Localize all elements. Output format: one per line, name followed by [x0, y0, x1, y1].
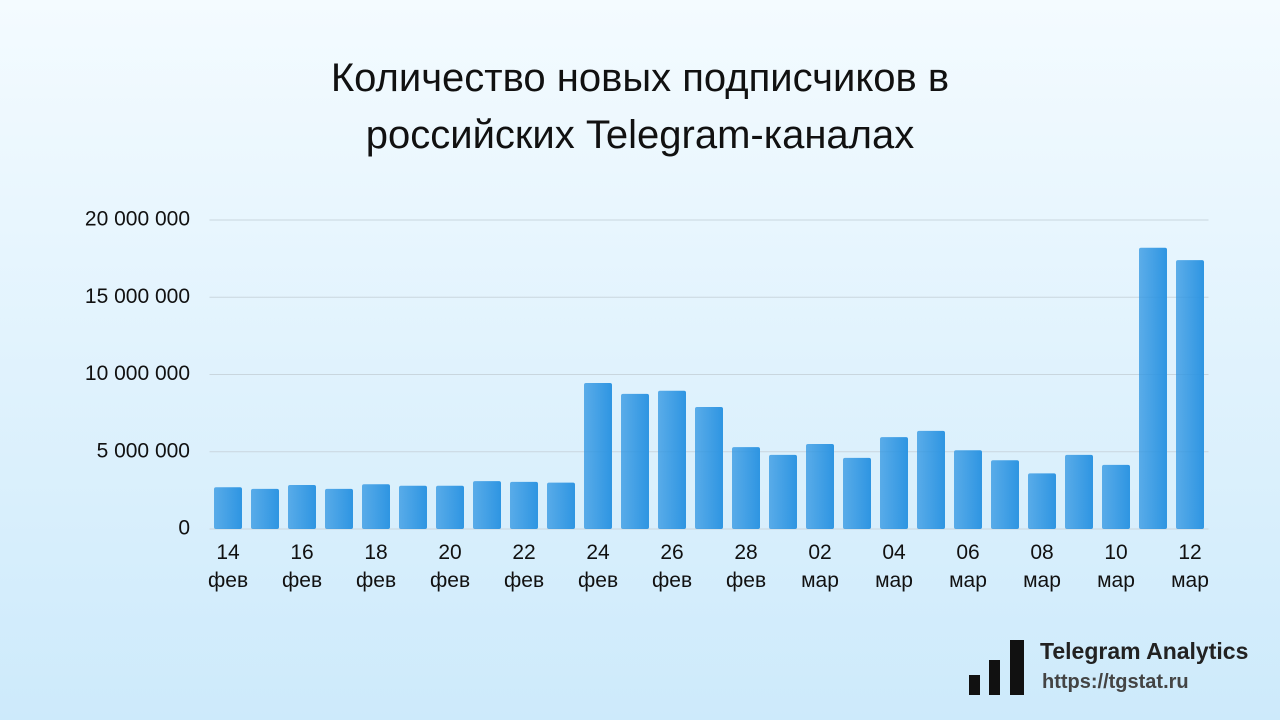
- x-tick-label: 26 фев: [652, 541, 693, 592]
- bar: [917, 430, 945, 529]
- bar: [547, 482, 575, 529]
- y-tick-label: 0: [178, 517, 190, 540]
- x-tick-label: 04 мар: [875, 541, 913, 592]
- y-tick-label: 10 000 000: [85, 362, 190, 385]
- bar: [399, 485, 427, 529]
- bar: [843, 457, 871, 529]
- x-tick-label: 24 фев: [578, 541, 619, 592]
- bar: [214, 487, 242, 529]
- bar: [806, 444, 834, 529]
- bar: [510, 481, 538, 529]
- x-tick-label: 18 фев: [356, 541, 397, 592]
- bar: [251, 488, 279, 529]
- x-tick-label: 10 мар: [1097, 541, 1135, 592]
- x-tick-label: 02 мар: [801, 541, 839, 592]
- x-tick-label: 28 фев: [726, 541, 767, 592]
- chart-title: Количество новых подписчиков в российски…: [330, 56, 950, 157]
- bar: [325, 488, 353, 529]
- bar: [880, 437, 908, 529]
- x-tick-label: 08 мар: [1023, 541, 1061, 592]
- y-tick-label: 20 000 000: [85, 208, 190, 231]
- bar: [1176, 260, 1204, 529]
- bar: [436, 485, 464, 529]
- y-tick-label: 15 000 000: [85, 285, 190, 308]
- logo-name: Telegram Analytics: [1040, 638, 1249, 664]
- x-tick-label: 14 фев: [208, 541, 249, 592]
- bar: [1028, 473, 1056, 529]
- logo-url: https://tgstat.ru: [1042, 671, 1189, 693]
- bar: [954, 450, 982, 529]
- x-tick-label: 20 фев: [430, 541, 471, 592]
- bar: [1065, 454, 1093, 529]
- bar: [362, 484, 390, 529]
- x-tick-label: 06 мар: [949, 541, 987, 592]
- x-tick-label: 22 фев: [504, 541, 545, 592]
- bar: [584, 382, 612, 529]
- bar: [1102, 464, 1130, 529]
- bar: [732, 447, 760, 529]
- bar: [1139, 247, 1167, 529]
- bar: [658, 390, 686, 529]
- x-tick-label: 16 фев: [282, 541, 323, 592]
- bar: [695, 406, 723, 529]
- y-tick-label: 5 000 000: [97, 439, 190, 462]
- bar: [769, 454, 797, 529]
- x-tick-label: 12 мар: [1171, 541, 1209, 592]
- bar: [288, 484, 316, 529]
- bar: [621, 393, 649, 529]
- bar: [473, 481, 501, 529]
- logo-icon: [969, 640, 1024, 695]
- bar: [991, 460, 1019, 529]
